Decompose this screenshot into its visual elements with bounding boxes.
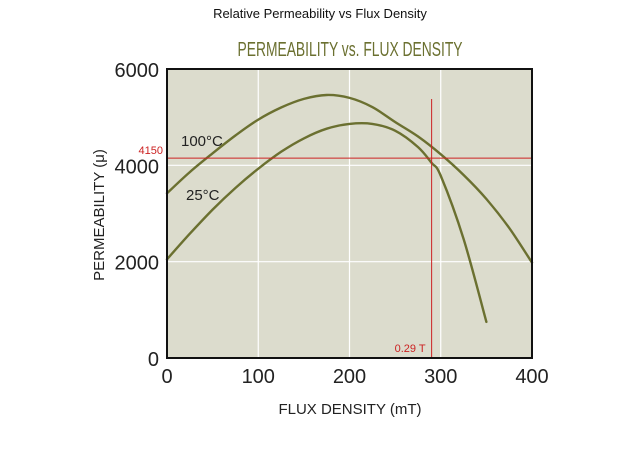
- y-tick-label: 0: [148, 349, 159, 371]
- annotation-layer: 4150 0.29 T: [139, 99, 532, 358]
- y-tick-label: 2000: [115, 253, 160, 275]
- x-tick-label: 100: [242, 366, 275, 388]
- y-tick-label: 4000: [115, 156, 160, 178]
- series-label-25c: 25°C: [186, 187, 220, 204]
- y-axis-label: PERMEABILITY (μ): [91, 149, 108, 281]
- x-tick-label: 200: [333, 366, 366, 388]
- plot-frame: [166, 68, 533, 359]
- chart-title: PERMEABILITY vs. FLUX DENSITY: [238, 39, 463, 61]
- series-label-100c: 100°C: [181, 133, 223, 150]
- x-tick-label: 0: [161, 366, 172, 388]
- reference-label-h: 4150: [139, 145, 163, 157]
- series-layer: 100°C 25°C: [165, 93, 534, 324]
- y-tick-label: 6000: [115, 60, 160, 82]
- page-title: Relative Permeability vs Flux Density: [213, 6, 427, 21]
- series-line-25c: [165, 93, 534, 264]
- x-axis-label: FLUX DENSITY (mT): [278, 401, 421, 418]
- x-tick-label: 300: [424, 366, 457, 388]
- series-line-100c: [165, 121, 488, 324]
- reference-label-v: 0.29 T: [395, 343, 426, 355]
- x-tick-label: 400: [515, 366, 548, 388]
